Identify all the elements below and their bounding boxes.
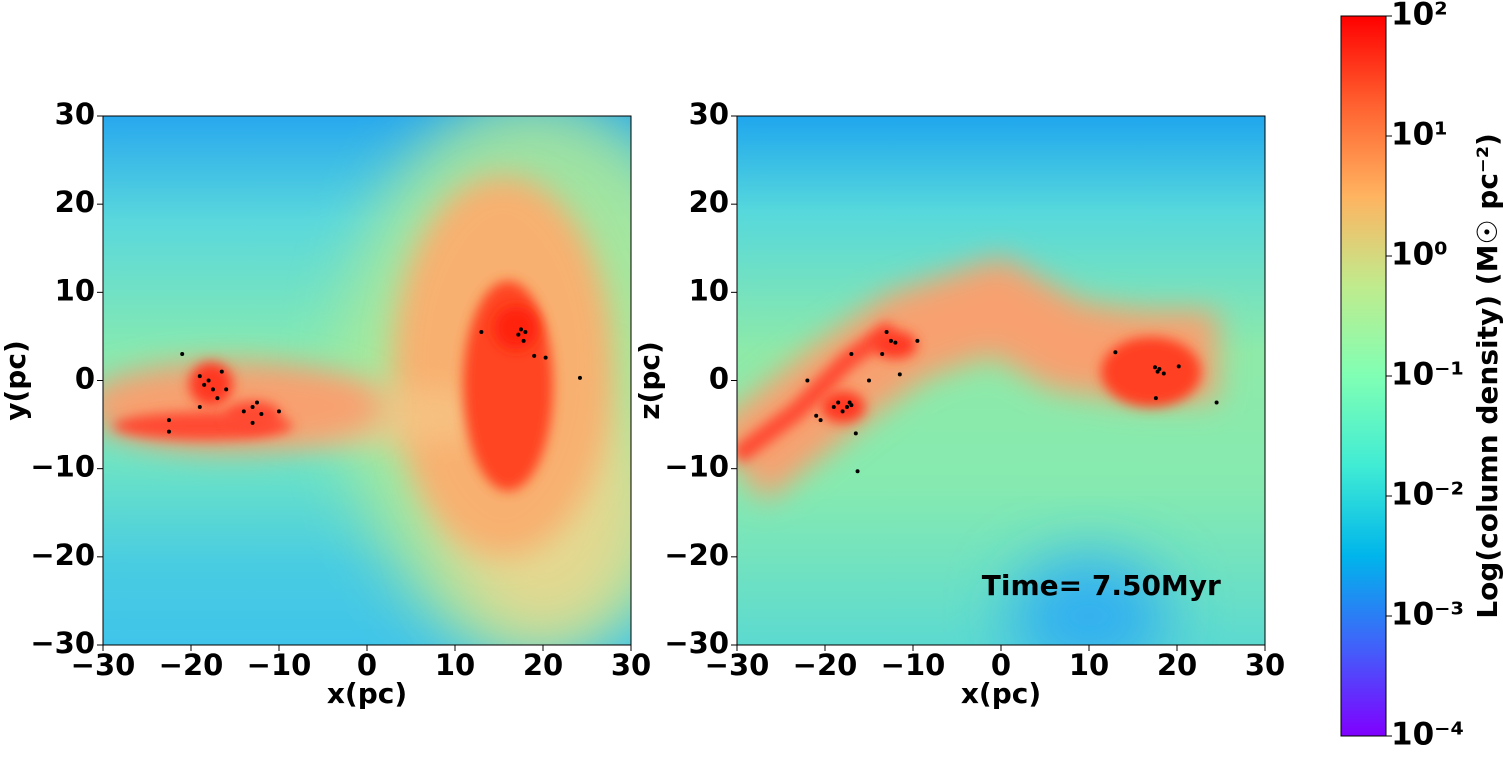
y-tick-label: −30 [664, 626, 729, 660]
colorbar-tick-label: 10⁻⁴ [1391, 717, 1464, 753]
y-tick-label: −20 [30, 538, 95, 572]
y-tick-label: 30 [55, 97, 95, 131]
y-tick-label: −10 [664, 450, 729, 484]
star-particle [847, 400, 852, 405]
x-tick-label: −10 [247, 648, 312, 682]
star-particle [915, 338, 920, 343]
star-particle [224, 387, 229, 392]
star-particle [1153, 365, 1157, 370]
x-tick-label: 0 [991, 648, 1011, 682]
star-particle [880, 352, 885, 357]
star-particle [250, 420, 255, 425]
star-particle [259, 412, 264, 417]
star-particle [479, 330, 484, 335]
star-particle [197, 374, 202, 379]
star-particle [1214, 400, 1219, 405]
star-particle [241, 409, 246, 414]
star-particle [818, 418, 823, 423]
star-particle [1113, 350, 1118, 355]
x-tick-label: −20 [793, 648, 858, 682]
star-particle [202, 382, 207, 387]
x-tick-label: 20 [523, 648, 563, 682]
colorbar-tick-label: 10¹ [1391, 117, 1448, 153]
star-particle [840, 409, 845, 414]
x-tick-label: −30 [705, 648, 770, 682]
star-particle [845, 404, 849, 409]
density-map [103, 116, 631, 645]
y-tick-label: 20 [689, 185, 729, 219]
x-tick-label: 10 [435, 648, 475, 682]
star-particle [180, 352, 185, 357]
x-tick-label: 20 [1157, 648, 1197, 682]
colorbar-tick-label: 10⁻³ [1391, 597, 1464, 633]
x-tick-label: 0 [357, 648, 377, 682]
x-axis-label: x(pc) [327, 677, 407, 710]
star-particle [543, 355, 548, 360]
colorbar-tick-label: 10⁰ [1391, 237, 1448, 273]
star-particle [889, 338, 893, 343]
star-particle [532, 353, 537, 358]
y-tick-label: 30 [689, 97, 729, 131]
colorbar-label: Log(column density) (M☉ pc⁻²) [1471, 133, 1503, 619]
y-tick-label: 10 [689, 273, 729, 307]
star-particle [167, 418, 171, 423]
star-particle [1153, 396, 1158, 401]
star-particle [219, 369, 224, 374]
y-tick-label: 0 [709, 362, 729, 396]
x-tick-label: 10 [1069, 648, 1109, 682]
star-particle [1176, 364, 1181, 369]
colorbar-tick-label: 10⁻² [1391, 477, 1464, 513]
star-particle [893, 340, 898, 345]
x-tick-label: −10 [881, 648, 946, 682]
star-particle [516, 332, 521, 337]
x-tick-label: −20 [159, 648, 224, 682]
colorbar-tick-label: 10² [1391, 0, 1448, 33]
y-tick-label: 0 [75, 362, 95, 396]
star-particle [523, 330, 528, 335]
star-particle [206, 378, 211, 383]
star-particle [805, 378, 810, 383]
y-tick-label: −10 [30, 450, 95, 484]
star-particle [831, 404, 836, 409]
x-axis-label: x(pc) [961, 677, 1041, 710]
star-particle [167, 429, 171, 434]
star-particle [884, 330, 889, 335]
y-tick-label: 10 [55, 273, 95, 307]
star-particle [867, 378, 871, 383]
annotation: Time= 7.50Myr [982, 569, 1221, 602]
star-particle [215, 396, 220, 401]
x-tick-label: −30 [71, 648, 136, 682]
y-tick-label: −30 [30, 626, 95, 660]
x-tick-label: 30 [611, 648, 651, 682]
star-particle [1157, 367, 1162, 372]
star-particle [1161, 371, 1166, 376]
star-particle [519, 327, 523, 332]
colorbar [1340, 15, 1387, 737]
star-particle [577, 375, 582, 380]
star-particle [836, 400, 841, 405]
star-particle [853, 431, 858, 436]
star-particle [277, 409, 281, 414]
colorbar-tick-label: 10⁻¹ [1391, 357, 1464, 393]
star-particle [250, 404, 255, 409]
y-axis-label: z(pc) [633, 341, 666, 420]
star-particle [897, 372, 902, 377]
x-tick-label: 30 [1245, 648, 1285, 682]
star-particle [197, 404, 202, 409]
y-axis-label: y(pc) [0, 340, 32, 421]
y-tick-label: 20 [55, 185, 95, 219]
star-particle [255, 400, 259, 405]
density-map [737, 116, 1265, 645]
star-particle [855, 469, 860, 474]
star-particle [814, 413, 819, 418]
star-particle [849, 352, 854, 357]
star-particle [211, 387, 215, 392]
y-tick-label: −20 [664, 538, 729, 572]
star-particle [521, 338, 526, 343]
